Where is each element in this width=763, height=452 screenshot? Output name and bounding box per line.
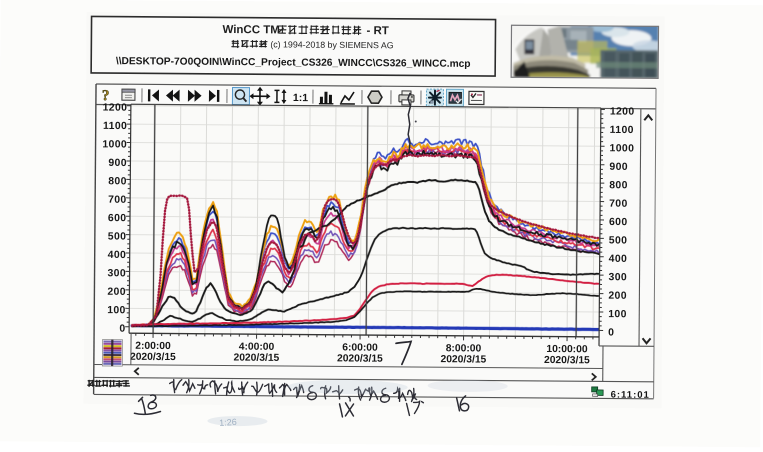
svg-text:1:26: 1:26 (219, 417, 237, 428)
